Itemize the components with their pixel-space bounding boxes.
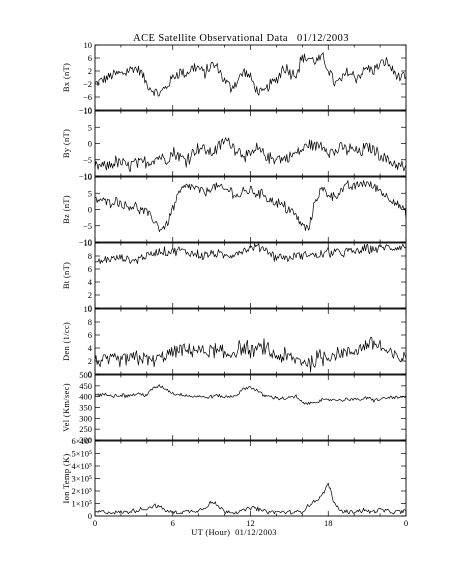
y-tick-label: 6 xyxy=(88,264,92,274)
y-tick-label: 400 xyxy=(79,392,92,402)
panel-4: 0 2 4 6 8 10 Bt (nT) xyxy=(61,238,407,313)
y-axis-label: Bx (nT) xyxy=(61,63,71,92)
x-tick-label: 18 xyxy=(324,518,333,528)
y-tick-label: 10 xyxy=(84,304,93,314)
series-line xyxy=(94,180,407,233)
panel-frame xyxy=(94,374,407,441)
series-line xyxy=(94,336,407,373)
panel-frame xyxy=(94,110,407,177)
y-tick-label: 5 xyxy=(88,188,92,198)
series-line xyxy=(94,243,407,264)
series-line xyxy=(94,482,407,515)
panel-3: −10 −5 0 5 10 Bz (nT) xyxy=(61,172,407,247)
y-tick-label: 10 xyxy=(84,106,93,116)
y-tick-label: 4 xyxy=(88,343,93,353)
y-tick-label: 200 xyxy=(79,435,92,445)
y-tick-label: 10 xyxy=(84,172,93,182)
y-tick-label: 8 xyxy=(88,317,92,327)
y-axis-label: By (nT) xyxy=(61,129,71,158)
y-tick-label: 0 xyxy=(88,205,92,215)
y-tick-label: 5 xyxy=(88,122,92,132)
y-tick-label: 0 xyxy=(88,511,92,521)
series-line xyxy=(94,384,407,405)
y-axis-label: Ion Temp (K) xyxy=(61,453,71,503)
y-tick-label: 1×10⁵ xyxy=(71,499,92,509)
y-tick-label: −5 xyxy=(83,155,92,165)
panel-5: 0 2 4 6 8 10 Den (1/cc) xyxy=(61,304,407,379)
panel-frame xyxy=(94,440,407,517)
x-tick-label: 0 xyxy=(404,518,408,528)
y-tick-label: −2 xyxy=(83,79,92,89)
y-tick-label: 2×10⁵ xyxy=(71,486,92,496)
y-tick-label: −5 xyxy=(83,221,92,231)
y-tick-label: 300 xyxy=(79,413,92,423)
y-tick-label: 8 xyxy=(88,251,92,261)
y-axis-label: Bz (nT) xyxy=(61,195,71,224)
y-tick-label: 6×10⁵ xyxy=(71,436,92,446)
panels: −10 −6 −2 2 6 10 Bx (nT) −10 −5 0 5 10 By (nT) −10 −5 0… xyxy=(61,40,408,528)
y-axis-label: Den (1/cc) xyxy=(61,322,71,361)
y-tick-label: 5×10⁵ xyxy=(71,449,92,459)
x-tick-label: 12 xyxy=(246,518,255,528)
y-tick-label: 0 xyxy=(88,303,92,313)
y-tick-label: 450 xyxy=(79,381,92,391)
y-tick-label: −10 xyxy=(79,171,92,181)
y-tick-label: 10 xyxy=(84,238,93,248)
panel-frame xyxy=(94,44,407,111)
y-tick-label: 10 xyxy=(84,40,93,50)
series-line xyxy=(94,52,407,97)
x-tick-label: 0 xyxy=(93,518,97,528)
y-tick-label: 4×10⁵ xyxy=(71,461,92,471)
y-tick-label: −6 xyxy=(83,92,92,102)
y-tick-label: 4 xyxy=(88,277,93,287)
y-tick-label: 500 xyxy=(79,370,92,380)
y-tick-label: 250 xyxy=(79,424,92,434)
y-tick-label: 350 xyxy=(79,403,92,413)
series-line xyxy=(94,137,407,173)
y-tick-label: −10 xyxy=(79,237,92,247)
x-axis-label: UT (Hour) 01/12/2003 xyxy=(191,527,277,537)
y-tick-label: 3×10⁵ xyxy=(71,474,92,484)
panel-2: −10 −5 0 5 10 By (nT) xyxy=(61,106,407,181)
y-tick-label: 2 xyxy=(88,356,92,366)
y-axis-label: Vel (Km/sec) xyxy=(61,383,71,432)
y-axis-label: Bt (nT) xyxy=(61,262,71,289)
y-tick-label: 0 xyxy=(88,139,92,149)
panel-frame xyxy=(94,308,407,375)
y-tick-label: 0 xyxy=(88,369,92,379)
panel-1: −10 −6 −2 2 6 10 Bx (nT) xyxy=(61,40,407,115)
chart-title: ACE Satellite Observational Data 01/12/2… xyxy=(133,33,349,44)
y-tick-label: 2 xyxy=(88,66,92,76)
y-tick-label: −10 xyxy=(79,105,92,115)
y-tick-label: 6 xyxy=(88,330,92,340)
x-tick-label: 6 xyxy=(171,518,175,528)
y-tick-label: 6 xyxy=(88,53,92,63)
y-tick-label: 2 xyxy=(88,290,92,300)
